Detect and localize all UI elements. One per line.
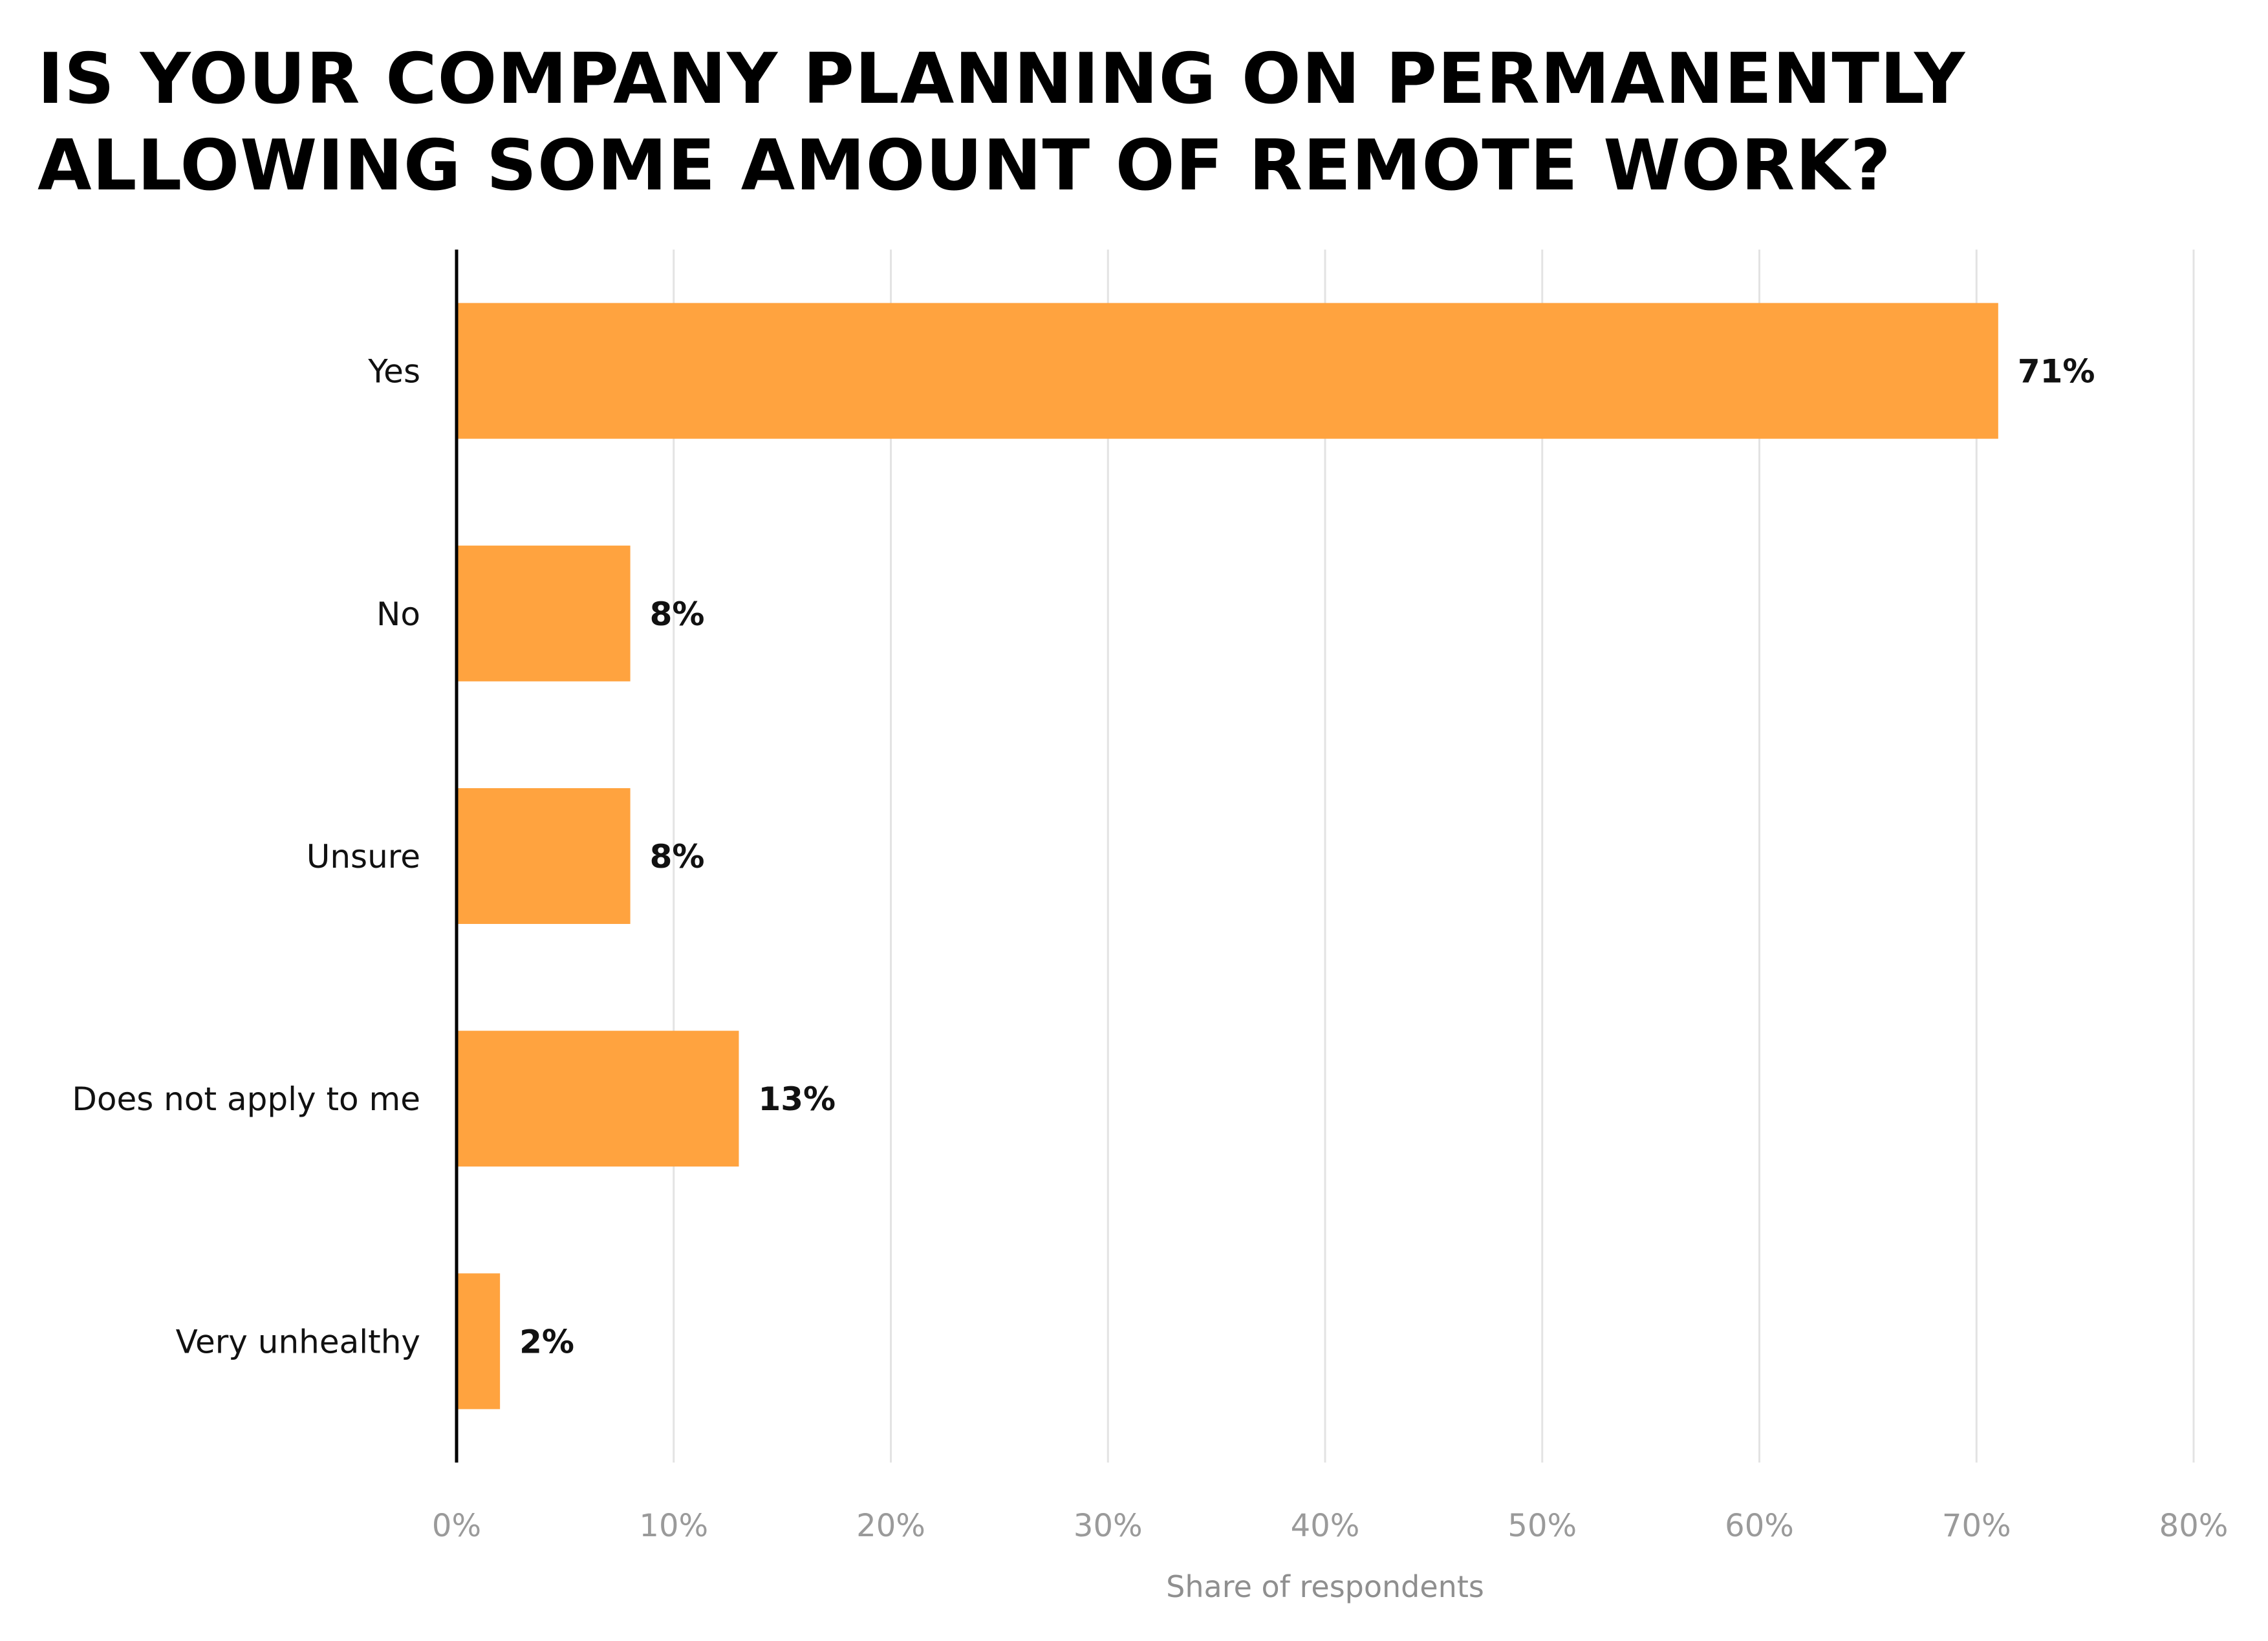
category-label: Very unhealthy — [176, 1323, 420, 1360]
x-tick-label: 50% — [1507, 1508, 1577, 1544]
x-tick-label: 0% — [432, 1508, 481, 1544]
x-tick-label: 70% — [1942, 1508, 2011, 1544]
x-tick-labels: 0% 10% 20% 30% 40% 50% 60% 70% 80% — [432, 1508, 2228, 1544]
value-labels: 71% 8% 8% 13% 2% — [519, 353, 2095, 1361]
x-axis-title: Share of respondents — [1166, 1569, 1484, 1604]
value-label: 13% — [758, 1080, 836, 1118]
value-label: 71% — [2018, 353, 2095, 391]
bar — [457, 545, 631, 681]
value-label: 8% — [650, 838, 705, 875]
chart-title: IS YOUR COMPANY PLANNING ON PERMANENTLY … — [38, 39, 1966, 206]
x-tick-label: 20% — [856, 1508, 925, 1544]
category-label: Unsure — [307, 838, 420, 875]
x-tick-label: 10% — [639, 1508, 708, 1544]
bar — [457, 1031, 739, 1167]
bar — [457, 1273, 501, 1410]
bars — [457, 303, 1998, 1410]
category-label: No — [376, 595, 420, 633]
x-tick-label: 30% — [1074, 1508, 1143, 1544]
category-labels: Yes No Unsure Does not apply to me Very unhe… — [72, 353, 420, 1361]
bar — [457, 788, 631, 924]
category-label: Does not apply to me — [72, 1080, 420, 1118]
x-tick-label: 40% — [1291, 1508, 1360, 1544]
x-tick-label: 80% — [2159, 1508, 2229, 1544]
category-label: Yes — [367, 353, 420, 391]
x-tick-label: 60% — [1725, 1508, 1794, 1544]
grid-lines — [673, 250, 2195, 1463]
value-label: 8% — [650, 595, 705, 633]
value-label: 2% — [519, 1323, 574, 1360]
bar — [457, 303, 1998, 439]
